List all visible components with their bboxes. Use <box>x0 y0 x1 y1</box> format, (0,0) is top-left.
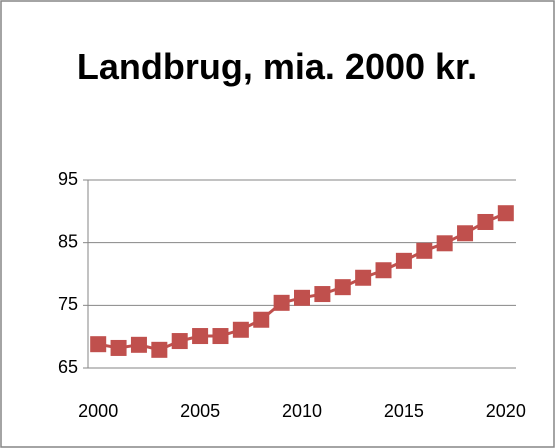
y-tick-label: 75 <box>58 294 78 314</box>
data-point <box>151 341 168 358</box>
x-tick-label: 2000 <box>78 401 118 421</box>
data-point <box>110 339 127 356</box>
data-point <box>334 279 351 296</box>
data-point <box>212 328 229 345</box>
chart-title: Landbrug, mia. 2000 kr. <box>76 46 478 87</box>
data-point <box>477 213 494 230</box>
x-tick-label: 2005 <box>180 401 220 421</box>
data-point <box>232 321 249 338</box>
data-point <box>192 328 209 345</box>
y-tick-label: 65 <box>58 357 78 377</box>
data-point <box>253 311 270 328</box>
data-point <box>314 286 331 303</box>
data-point <box>355 269 372 286</box>
data-point <box>130 336 147 353</box>
data-point <box>416 242 433 259</box>
data-point <box>273 294 290 311</box>
data-point <box>294 289 310 306</box>
data-point <box>375 262 392 279</box>
y-tick-label: 85 <box>58 231 78 251</box>
y-tick-label: 95 <box>58 169 78 189</box>
data-point <box>457 225 474 242</box>
data-point <box>171 333 188 350</box>
x-tick-label: 2010 <box>282 401 322 421</box>
x-tick-label: 2020 <box>486 401 526 421</box>
data-point <box>436 235 453 252</box>
data-point <box>497 205 514 222</box>
x-tick-label: 2015 <box>384 401 424 421</box>
data-point <box>395 252 412 269</box>
data-point <box>90 336 107 353</box>
